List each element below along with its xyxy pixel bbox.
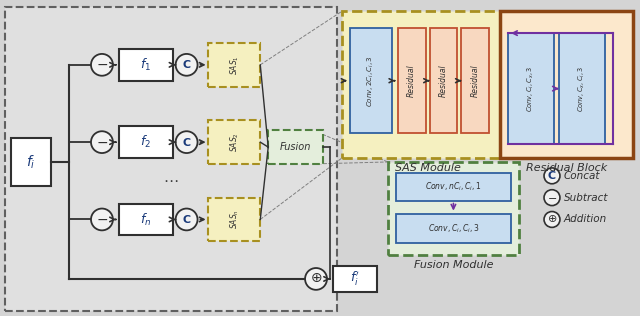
Text: $-$: $-$ xyxy=(96,57,108,71)
Text: SAS Module: SAS Module xyxy=(395,163,461,173)
Text: Residual: Residual xyxy=(439,64,448,97)
Circle shape xyxy=(175,54,198,76)
Text: Subtract: Subtract xyxy=(564,193,609,203)
Bar xyxy=(119,126,173,158)
Text: Concat: Concat xyxy=(564,171,600,181)
Text: $\cdots$: $\cdots$ xyxy=(163,172,179,187)
Bar xyxy=(461,28,489,133)
Text: $Conv,C_x,C_i,3$: $Conv,C_x,C_i,3$ xyxy=(577,65,587,112)
Text: $SAS_2$: $SAS_2$ xyxy=(228,132,241,152)
Text: Residual: Residual xyxy=(471,64,480,97)
Text: Residual: Residual xyxy=(407,64,416,97)
Text: $\mathbf{C}$: $\mathbf{C}$ xyxy=(182,58,191,70)
Bar xyxy=(429,28,458,133)
Text: Fusion: Fusion xyxy=(280,142,311,152)
Bar xyxy=(396,214,511,243)
Text: $SAS_n$: $SAS_n$ xyxy=(228,210,241,229)
Bar xyxy=(5,7,337,311)
Circle shape xyxy=(305,268,327,290)
Bar xyxy=(119,204,173,235)
Bar xyxy=(209,43,260,87)
Text: $\mathbf{C}$: $\mathbf{C}$ xyxy=(547,169,557,181)
Bar xyxy=(559,33,605,144)
Circle shape xyxy=(175,209,198,230)
Text: $Conv,C_i,C_x,3$: $Conv,C_i,C_x,3$ xyxy=(526,65,536,112)
Bar xyxy=(396,173,511,201)
Circle shape xyxy=(544,211,560,228)
Circle shape xyxy=(544,168,560,184)
Text: $f_2$: $f_2$ xyxy=(140,134,151,150)
Text: Addition: Addition xyxy=(564,215,607,224)
Circle shape xyxy=(175,131,198,153)
Circle shape xyxy=(91,131,113,153)
Text: $-$: $-$ xyxy=(96,135,108,149)
Text: $-$: $-$ xyxy=(96,212,108,226)
Bar xyxy=(350,28,392,133)
Text: $Conv,2C_i,C_i,3$: $Conv,2C_i,C_i,3$ xyxy=(365,55,376,106)
Text: $f_n$: $f_n$ xyxy=(140,211,152,228)
Text: $f_i$: $f_i$ xyxy=(26,153,36,171)
Bar xyxy=(388,162,519,255)
Text: $f_1$: $f_1$ xyxy=(140,57,151,73)
Bar xyxy=(209,120,260,164)
Bar xyxy=(209,198,260,241)
Bar xyxy=(342,11,514,158)
Text: $\oplus$: $\oplus$ xyxy=(310,271,322,285)
Bar xyxy=(119,49,173,81)
Circle shape xyxy=(91,54,113,76)
Text: $SAS_1$: $SAS_1$ xyxy=(228,55,241,75)
Bar xyxy=(333,266,377,292)
Circle shape xyxy=(91,209,113,230)
Text: $\mathbf{C}$: $\mathbf{C}$ xyxy=(182,213,191,225)
Bar xyxy=(12,138,51,186)
Text: $Conv, nC_i, C_i, 1$: $Conv, nC_i, C_i, 1$ xyxy=(426,180,481,193)
Bar xyxy=(508,33,554,144)
Text: $f_i'$: $f_i'$ xyxy=(350,270,360,288)
Circle shape xyxy=(544,190,560,206)
Text: $Conv, C_i, C_i, 3$: $Conv, C_i, C_i, 3$ xyxy=(428,222,479,234)
Text: $\mathbf{C}$: $\mathbf{C}$ xyxy=(182,136,191,148)
Text: $\oplus$: $\oplus$ xyxy=(547,214,557,224)
Bar xyxy=(397,28,426,133)
Bar xyxy=(500,11,632,158)
Text: Residual Block: Residual Block xyxy=(526,163,607,173)
Text: $-$: $-$ xyxy=(547,192,557,202)
Bar xyxy=(268,130,323,164)
Text: Fusion Module: Fusion Module xyxy=(413,260,493,270)
